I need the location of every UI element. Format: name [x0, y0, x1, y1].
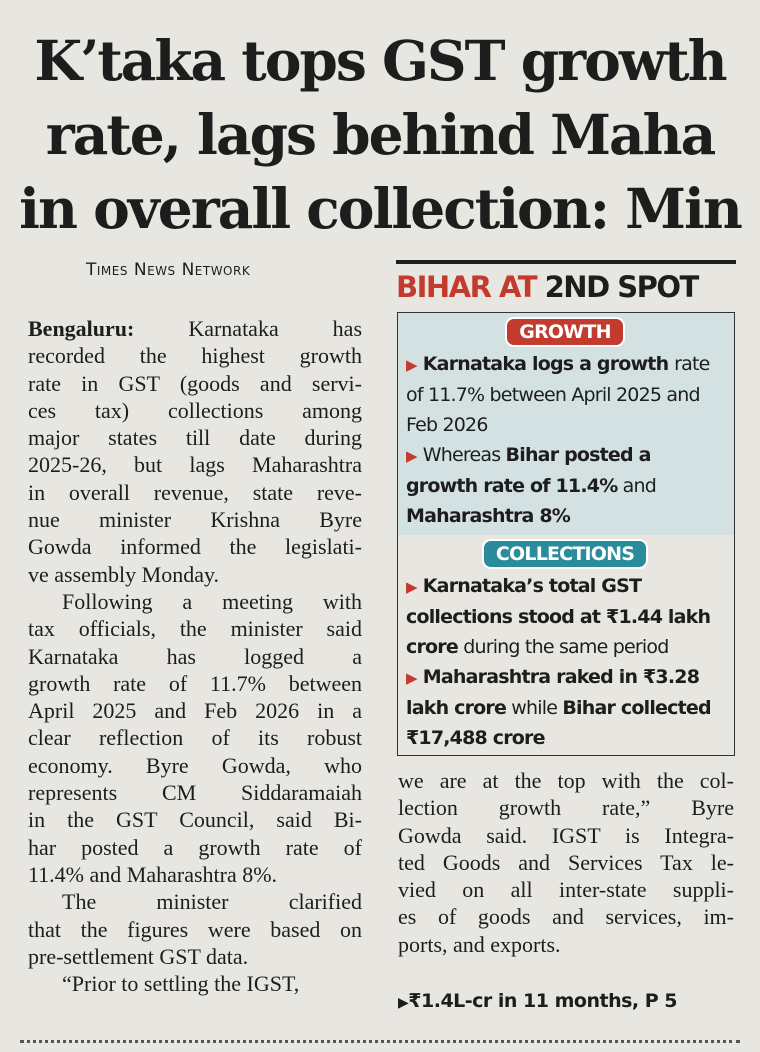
line-text: Gowda informed the legislati-: [28, 534, 362, 560]
line-text: The minister clarified: [62, 889, 362, 915]
item-text: during the same period: [457, 636, 669, 658]
item-text: Karnataka logs a growth: [422, 353, 675, 375]
right-column: we are at the top with the col-lection g…: [398, 767, 734, 958]
text-line: The minister clarified: [28, 888, 362, 915]
bullet-item: ▶ Karnataka logs a growth rate of 11.7% b…: [406, 349, 724, 440]
line-text: April 2025 and Feb 2026 in a: [28, 698, 362, 724]
bullet-arrow: ▶: [406, 447, 418, 465]
text-line: rate in GST (goods and servi-: [28, 370, 362, 397]
item-text: Karnataka’s total GST collections stood …: [406, 575, 711, 658]
sidebar-section: COLLECTIONS ▶ Karnataka’s total GST collec…: [398, 535, 734, 759]
arrow: ▶: [398, 995, 409, 1011]
dotted-border: [20, 1040, 740, 1043]
headline: K’taka tops GST growth: [34, 28, 727, 93]
line-text: clear reflection of its robust: [28, 725, 362, 751]
text-line: vied on all inter-state suppli-: [398, 877, 734, 903]
text-line: Gowda informed the legislati-: [28, 533, 362, 560]
dateline: Bengaluru:: [28, 316, 135, 341]
line-text: ces tax) collections among: [28, 397, 362, 423]
rule: [396, 260, 736, 264]
title-red: BIHAR AT: [396, 270, 538, 304]
line-text: tax officials, the minister said: [28, 616, 362, 642]
bullet-arrow: ▶: [406, 356, 418, 374]
line-text: 2025-26, but lags Maharashtra: [28, 452, 362, 478]
text-line: Karnataka has logged a: [28, 643, 362, 670]
line-text: har posted a growth rate of: [28, 834, 362, 860]
line-text: economy. Byre Gowda, who: [28, 752, 362, 778]
line-text: “Prior to settling the IGST,: [62, 971, 300, 997]
item-text: and: [617, 475, 657, 497]
text-line: 11.4% and Maharashtra 8%.: [28, 861, 362, 888]
text-line: “Prior to settling the IGST,: [28, 970, 362, 997]
item-text: while: [506, 697, 563, 719]
line-text: represents CM Siddaramaiah: [28, 780, 362, 806]
text-line: economy. Byre Gowda, who: [28, 752, 362, 779]
left-column: Bengaluru: Karnataka has recorded the hig…: [28, 315, 362, 997]
text-line: in overall revenue, state reve-: [28, 479, 362, 506]
text-line: ces tax) collections among: [28, 397, 362, 424]
text-line: in the GST Council, said Bi-: [28, 806, 362, 833]
text-line: represents CM Siddaramaiah: [28, 779, 362, 806]
text-line: clear reflection of its robust: [28, 724, 362, 751]
line-text: major states till date during: [28, 425, 362, 451]
text-line: that the figures were based on: [28, 916, 362, 943]
bullet-item: ▶ Karnataka’s total GST collections stood…: [406, 571, 724, 662]
line-text: Karnataka has logged a: [28, 643, 362, 669]
text-line: recorded the highest growth: [28, 342, 362, 369]
line-text: Following a meeting with: [62, 588, 362, 614]
line-text: rate in GST (goods and servi-: [28, 370, 362, 396]
sidebar-title: BIHAR AT 2ND SPOT: [396, 270, 700, 304]
headline: rate, lags behind Maha: [45, 102, 716, 167]
sidebar-box: GROWTH ▶ Karnataka logs a growth rate of 1…: [397, 312, 735, 756]
text-line: ted Goods and Services Tax le-: [398, 849, 734, 875]
item-text: Bihar posted a growth rate of 11.4%: [406, 444, 651, 497]
line-text: recorded the highest growth: [28, 343, 362, 369]
title-black: 2ND SPOT: [544, 270, 700, 304]
text-line: pre-settlement GST data.: [28, 943, 362, 970]
line-text: ve assembly Monday.: [28, 561, 220, 587]
bullet-arrow: ▶: [406, 578, 418, 596]
line-text: in the GST Council, said Bi-: [28, 807, 362, 833]
text-line: tax officials, the minister said: [28, 615, 362, 642]
item-text: rate of 11.7% between April 2025 and Feb…: [406, 353, 710, 436]
item-text: Whereas: [422, 444, 506, 466]
text-line: ports, and exports.: [398, 931, 561, 957]
line-text: 11.4% and Maharashtra 8%.: [28, 861, 278, 887]
bullet-item: ▶ Maharashtra raked in ₹3.28 lakh crore w…: [406, 662, 724, 753]
text-line: 2025-26, but lags Maharashtra: [28, 451, 362, 478]
item-text: Maharashtra raked in ₹3.28 lakh crore: [406, 666, 700, 719]
text-line: har posted a growth rate of: [28, 834, 362, 861]
text-line: Bengaluru: Karnataka has: [28, 315, 362, 342]
item-text: Maharashtra 8%: [406, 505, 571, 527]
text-line: we are at the top with the col-: [398, 768, 734, 793]
section-label: COLLECTIONS: [481, 539, 649, 569]
text-line: growth rate of 11.7% between: [28, 670, 362, 697]
text-line: April 2025 and Feb 2026 in a: [28, 697, 362, 724]
bullet-item: ▶ Whereas Bihar posted a growth rate of 1…: [406, 440, 724, 531]
reference-text: ₹1.4L-cr in 11 months, P 5: [408, 990, 677, 1012]
line-text: nue minister Krishna Byre: [28, 507, 362, 533]
text-line: es of goods and services, im-: [398, 904, 734, 930]
line-text: pre-settlement GST data.: [28, 943, 249, 969]
text-line: major states till date during: [28, 424, 362, 451]
headline: in overall collection: Min: [19, 176, 743, 241]
byline: Times News Network: [86, 260, 251, 280]
bullet-arrow: ▶: [406, 669, 418, 687]
text-line: Gowda said. IGST is Integra-: [398, 822, 734, 848]
sidebar-section: GROWTH ▶ Karnataka logs a growth rate of 1…: [398, 313, 734, 535]
section-label: GROWTH: [505, 317, 625, 347]
line-text: Karnataka has: [188, 316, 362, 341]
text-line: ve assembly Monday.: [28, 561, 362, 588]
line-text: that the figures were based on: [28, 916, 362, 942]
line-text: in overall revenue, state reve-: [28, 479, 362, 505]
text-line: lection growth rate,” Byre: [398, 795, 734, 821]
text-line: Following a meeting with: [28, 588, 362, 615]
text-line: nue minister Krishna Byre: [28, 506, 362, 533]
reference: ▶₹1.4L-cr in 11 months, P 5: [398, 990, 677, 1012]
line-text: growth rate of 11.7% between: [28, 670, 362, 696]
item-text: Bihar collected ₹17,488 crore: [406, 697, 712, 749]
